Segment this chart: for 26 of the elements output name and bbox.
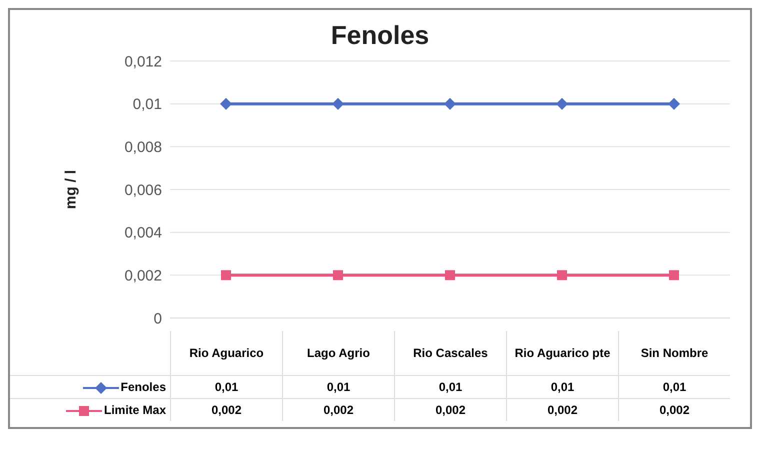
y-tick-label: 0,006 bbox=[124, 182, 162, 199]
data-label: 0,01 bbox=[506, 375, 618, 398]
x-tick-label: Rio Aguarico pte bbox=[506, 331, 618, 375]
legend-label: Limite Max bbox=[10, 398, 170, 421]
data-label: 0,01 bbox=[282, 375, 394, 398]
x-tick-label: Rio Cascales bbox=[394, 331, 506, 375]
data-label: 0,01 bbox=[170, 375, 282, 398]
y-tick-label: 0,01 bbox=[132, 96, 162, 114]
y-tick-label: 0 bbox=[154, 310, 162, 328]
x-tick-label: Rio Aguarico bbox=[170, 331, 282, 375]
y-tick-label: 0,012 bbox=[124, 53, 162, 70]
chart-title: Fenoles bbox=[330, 19, 430, 51]
data-label: 0,01 bbox=[394, 375, 506, 398]
y-tick-label: 0,008 bbox=[124, 138, 162, 156]
y-tick-label: 0,002 bbox=[124, 267, 162, 284]
x-tick-label: Lago Agrio bbox=[282, 331, 394, 375]
data-label: 0,002 bbox=[170, 398, 282, 421]
data-label: 0,002 bbox=[394, 398, 506, 421]
y-axis-title: mg / l bbox=[62, 170, 80, 210]
x-tick-label: Sin Nombre bbox=[618, 331, 730, 375]
data-label: 0,01 bbox=[618, 375, 730, 398]
data-label: 0,002 bbox=[618, 398, 730, 421]
data-label: 0,002 bbox=[506, 398, 618, 421]
data-label: 0,002 bbox=[282, 398, 394, 421]
y-tick-label: 0,004 bbox=[124, 224, 162, 242]
legend-label: Fenoles bbox=[10, 375, 170, 398]
